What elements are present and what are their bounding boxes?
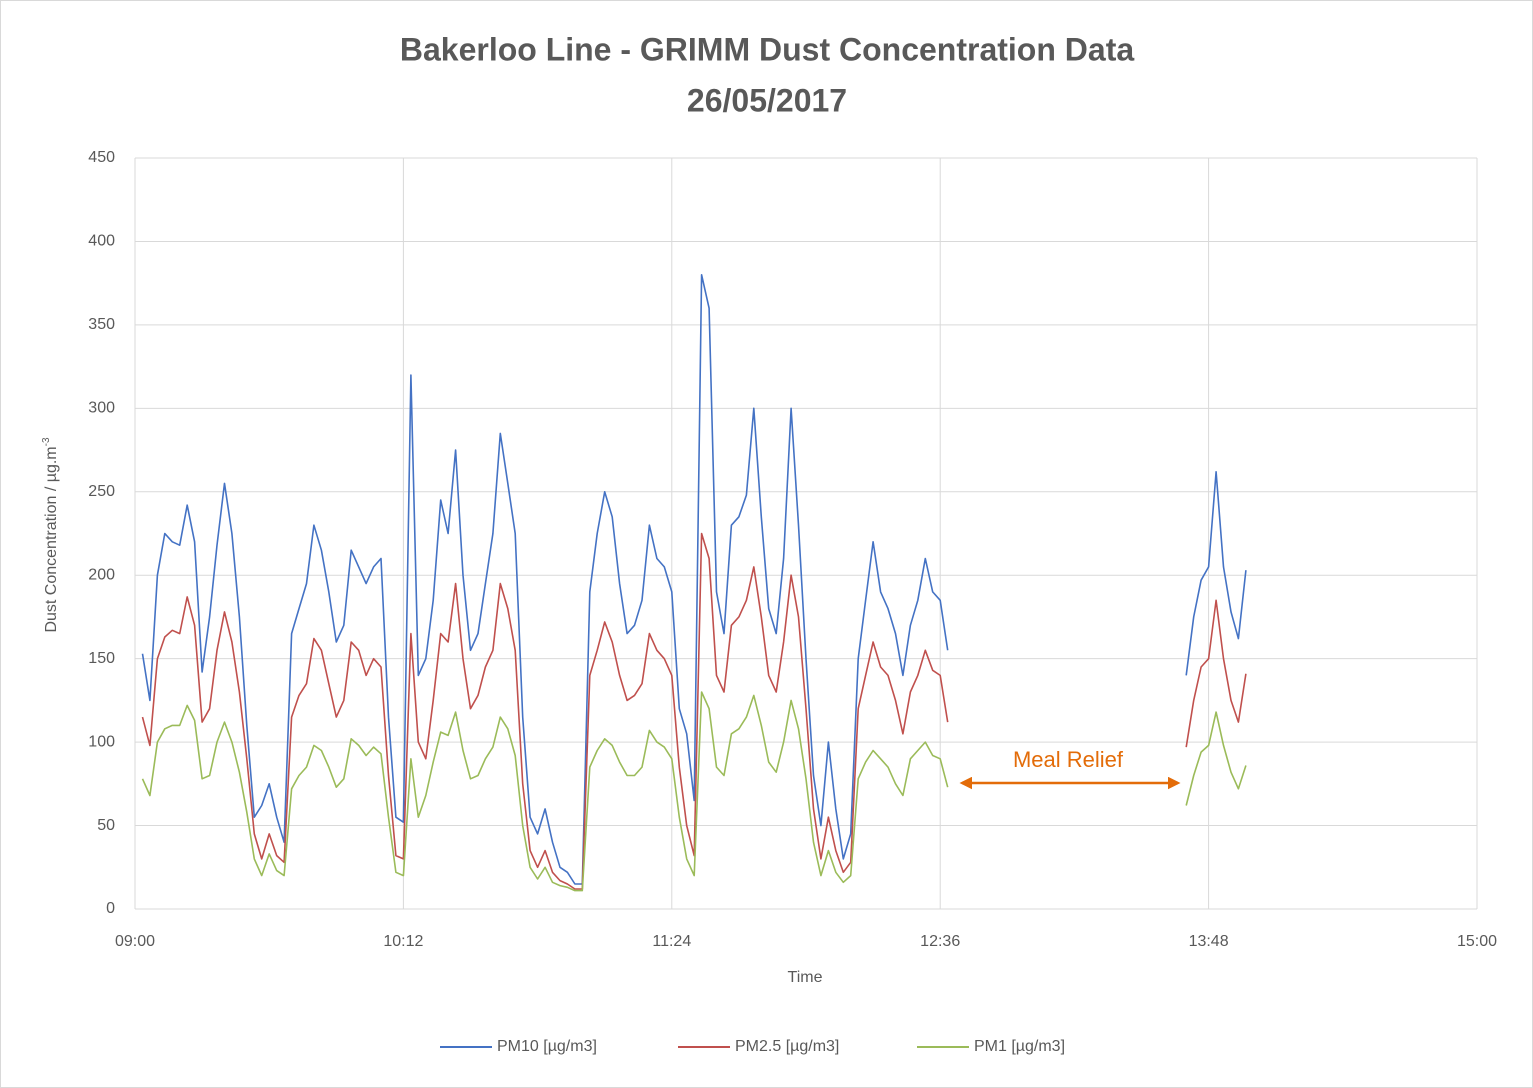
series-line xyxy=(141,691,1247,892)
y-tick-label: 200 xyxy=(88,566,115,583)
x-tick-label: 13:48 xyxy=(1189,933,1229,950)
y-tick-label: 300 xyxy=(88,400,115,417)
chart-subtitle: 26/05/2017 xyxy=(687,82,847,118)
series-line xyxy=(141,274,1247,885)
x-tick-label: 11:24 xyxy=(652,933,691,950)
legend-label: PM2.5 [µg/m3] xyxy=(735,1038,839,1055)
legend-label: PM10 [µg/m3] xyxy=(497,1038,597,1055)
y-tick-label: 50 xyxy=(97,817,115,834)
x-tick-label: 09:00 xyxy=(115,933,155,950)
series-line xyxy=(141,532,1247,890)
y-tick-label: 100 xyxy=(88,733,115,750)
y-axis-title-main: Dust Concentration / µg.m xyxy=(43,446,60,632)
plot-area xyxy=(141,274,1247,892)
y-axis-title: Dust Concentration / µg.m-3 xyxy=(41,437,61,633)
grid: 0 50 100 150 200 250 300 350 400 450 09:00 10:12 11:… xyxy=(88,149,1497,950)
annotation-group: Meal Relief xyxy=(959,747,1181,790)
y-tick-label: 0 xyxy=(106,900,115,917)
annotation: Meal Relief xyxy=(1013,747,1124,772)
y-axis-title-sup: -3 xyxy=(41,437,52,446)
x-tick-label: 15:00 xyxy=(1457,933,1497,950)
y-tick-label: 400 xyxy=(88,233,115,250)
legend-label: PM1 [µg/m3] xyxy=(974,1038,1065,1055)
x-tick-label: 10:12 xyxy=(383,933,423,950)
y-tick-label: 150 xyxy=(88,650,115,667)
x-tick-label: 12:36 xyxy=(920,933,960,950)
y-tick-label: 250 xyxy=(88,483,115,500)
x-axis-title: Time xyxy=(788,969,823,986)
y-tick-label: 350 xyxy=(88,316,115,333)
y-tick-label: 450 xyxy=(88,149,115,166)
legend: PM10 [µg/m3] PM2.5 [µg/m3] PM1 [µg/m3] xyxy=(440,1038,1065,1055)
chart-title: Bakerloo Line - GRIMM Dust Concentration… xyxy=(400,31,1134,67)
